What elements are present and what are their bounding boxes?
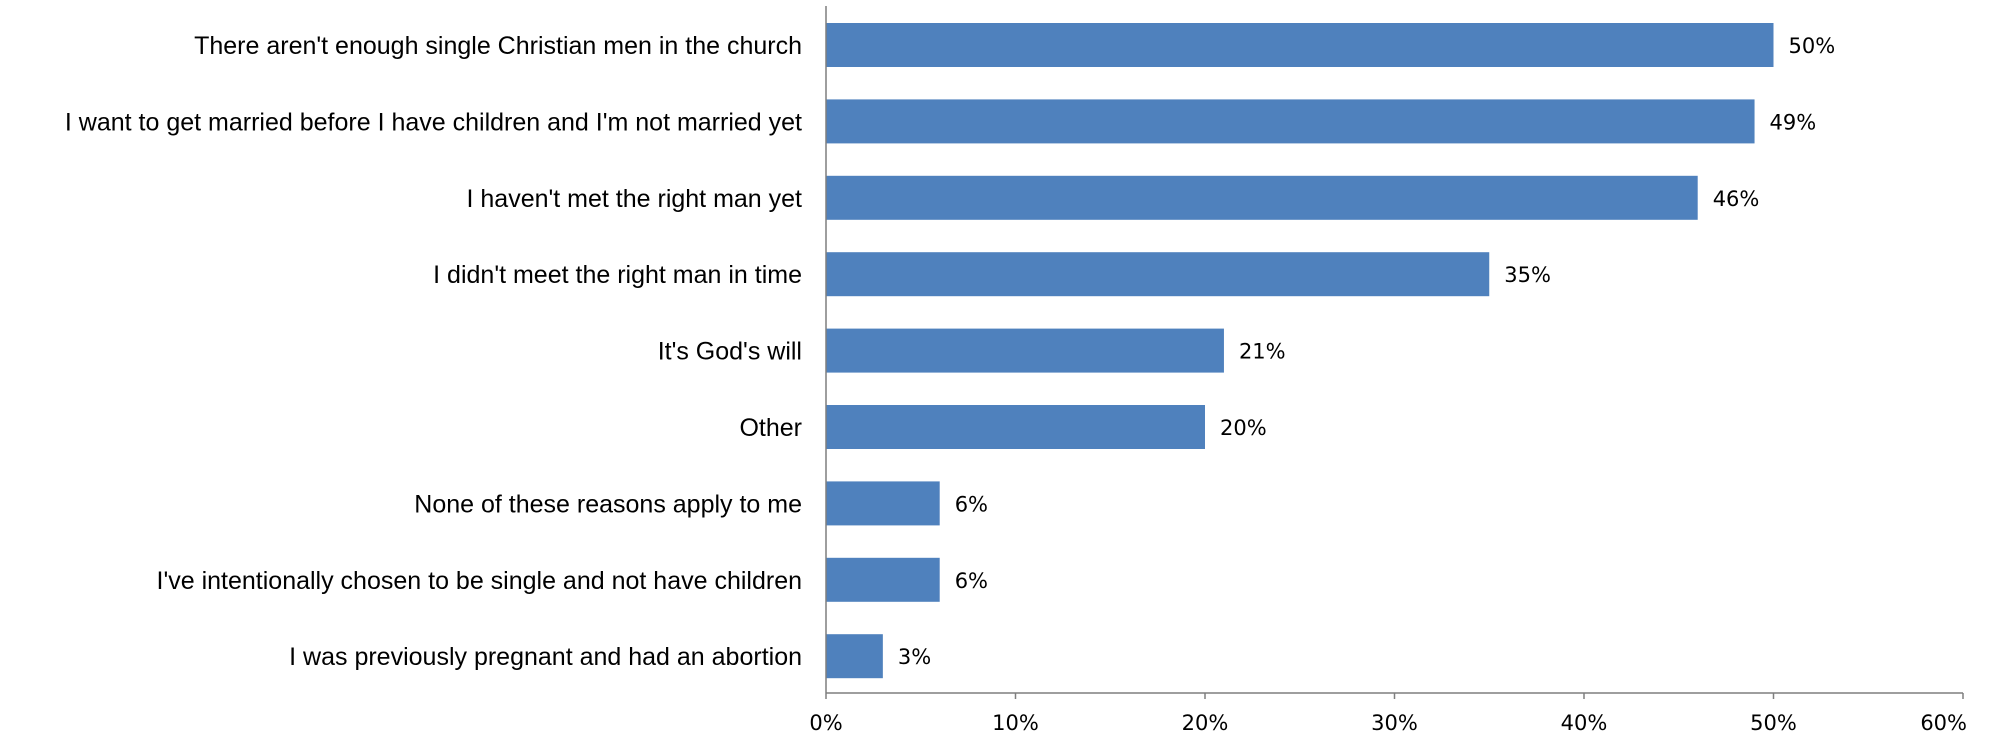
value-label: 21% xyxy=(1239,340,1286,364)
category-label: I didn't meet the right man in time xyxy=(433,261,802,289)
category-label: I've intentionally chosen to be single a… xyxy=(157,567,802,595)
x-tick-label: 20% xyxy=(1182,711,1229,735)
value-label: 3% xyxy=(898,645,931,669)
x-tick-label: 60% xyxy=(1920,711,1967,735)
bar xyxy=(826,175,1698,220)
category-label: It's God's will xyxy=(658,338,802,366)
value-labels: 50% 49% 46% 35% 21% 20% 6% 6% 3% xyxy=(898,34,1835,669)
x-axis-ticks: 0% 10% 20% 30% 40% 50% 60% xyxy=(809,693,1967,735)
bars-layer xyxy=(826,23,1774,679)
category-label: I haven't met the right man yet xyxy=(467,185,803,213)
bar xyxy=(826,557,940,602)
value-label: 46% xyxy=(1713,187,1760,211)
x-tick-label: 10% xyxy=(992,711,1039,735)
x-tick-label: 40% xyxy=(1561,711,1608,735)
value-label: 6% xyxy=(955,569,988,593)
category-label: None of these reasons apply to me xyxy=(414,490,802,518)
bar xyxy=(826,634,883,679)
category-labels: There aren't enough single Christian men… xyxy=(65,32,802,671)
category-label: I want to get married before I have chil… xyxy=(65,108,802,136)
category-label: I was previously pregnant and had an abo… xyxy=(289,643,802,671)
bar xyxy=(826,23,1774,67)
x-tick-label: 0% xyxy=(809,711,842,735)
bar xyxy=(826,99,1755,144)
bar xyxy=(826,328,1224,373)
category-label: Other xyxy=(739,414,802,442)
bar xyxy=(826,481,940,526)
category-label: There aren't enough single Christian men… xyxy=(194,32,802,60)
value-label: 49% xyxy=(1770,110,1817,134)
bar xyxy=(826,405,1205,449)
bar xyxy=(826,252,1490,297)
value-label: 50% xyxy=(1789,34,1836,58)
value-label: 35% xyxy=(1504,263,1551,287)
x-tick-label: 30% xyxy=(1371,711,1418,735)
value-label: 6% xyxy=(955,492,988,516)
x-tick-label: 50% xyxy=(1750,711,1797,735)
value-label: 20% xyxy=(1220,416,1267,440)
